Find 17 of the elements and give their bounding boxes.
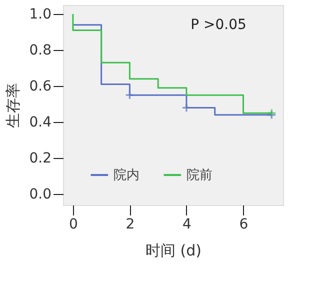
y-tick-label: 0.0 xyxy=(29,186,52,203)
x-tick-label: 0 xyxy=(68,216,78,232)
y-tick-label: 0.6 xyxy=(29,78,52,95)
annotation: P >0.05 xyxy=(190,17,246,33)
y-tick-label: 0.8 xyxy=(29,42,52,59)
x-tick-label: 6 xyxy=(239,216,248,232)
point xyxy=(182,103,192,112)
x-axis-title: 时间 (d) xyxy=(146,242,202,260)
x-tick-label: 2 xyxy=(126,216,135,232)
y-tick-label: 1.0 xyxy=(29,6,52,23)
y-tick-label: 0.4 xyxy=(29,114,52,131)
y-axis-title: 生存率 xyxy=(4,83,22,128)
y-tick-label: 0.2 xyxy=(29,150,52,167)
legend-label: 院前 xyxy=(186,168,212,183)
x-tick-label: 4 xyxy=(182,216,192,232)
point xyxy=(125,90,134,100)
legend-label: 院内 xyxy=(113,168,140,183)
